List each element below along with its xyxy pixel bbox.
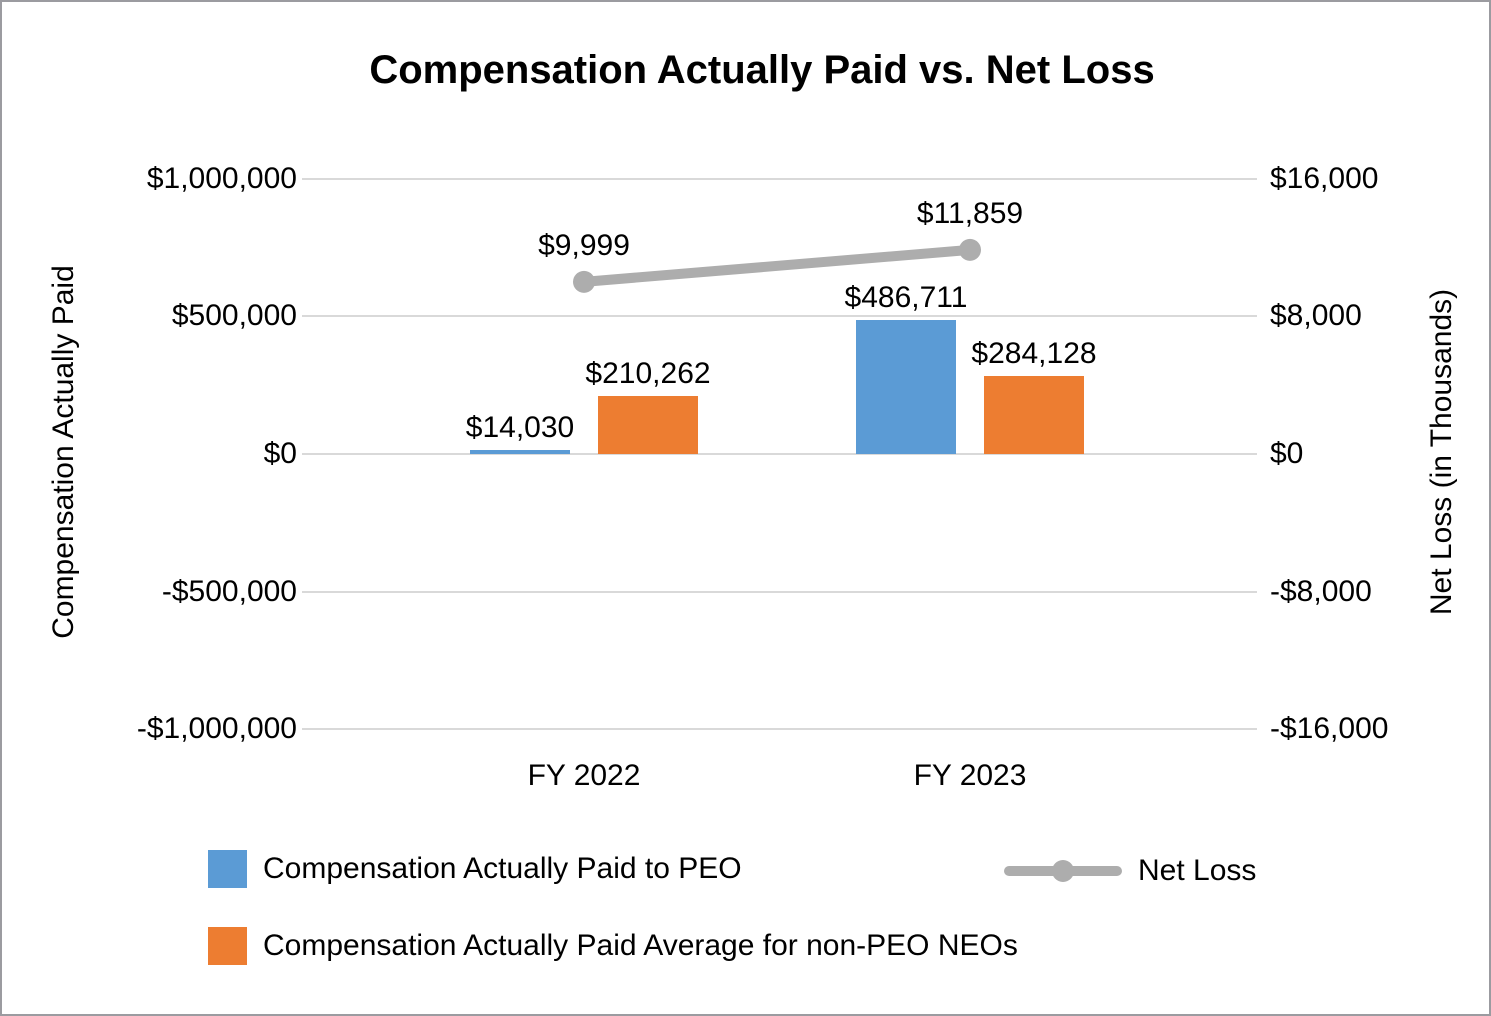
legend-label-net-loss: Net Loss [1138, 854, 1257, 887]
net-loss-marker [959, 238, 981, 261]
right-axis-tick-label: $0 [1270, 437, 1304, 470]
right-axis-tick-label: -$16,000 [1270, 712, 1389, 746]
gridline [302, 315, 1257, 318]
line-data-label: $9,999 [538, 228, 630, 262]
legend-item-cap-non-peo: Compensation Actually Paid Average for n… [208, 927, 1018, 965]
x-axis-label: FY 2022 [527, 759, 641, 792]
gridline [302, 728, 1257, 731]
bar-data-label: $284,128 [971, 337, 1097, 370]
legend-item-cap-peo: Compensation Actually Paid to PEO [208, 850, 742, 888]
legend-item-net-loss: Net Loss [1004, 852, 1256, 890]
gridline [302, 590, 1257, 593]
left-axis-tick-label: $1,000,000 [146, 161, 297, 195]
bar-non-peo [598, 396, 698, 454]
bar-data-label: $486,711 [844, 281, 968, 314]
left-axis-title: Compensation Actually Paid [47, 265, 80, 639]
chart-title: Compensation Actually Paid vs. Net Loss [369, 48, 1155, 92]
legend-label-cap-non-peo: Compensation Actually Paid Average for n… [263, 929, 1018, 962]
gridline [302, 453, 1257, 455]
legend-line-marker-icon [1004, 860, 1122, 882]
x-axis-label: FY 2023 [913, 759, 1027, 792]
line-data-label: $11,859 [916, 196, 1024, 230]
legend-swatch-blue [208, 850, 247, 888]
legend-label-cap-peo: Compensation Actually Paid to PEO [263, 852, 742, 885]
bar-non-peo [984, 376, 1084, 454]
right-axis-tick-label: -$8,000 [1270, 574, 1372, 608]
bar-data-label: $14,030 [465, 411, 575, 444]
bar-peo [856, 320, 956, 454]
left-axis-tick-label: -$1,000,000 [136, 712, 297, 746]
right-axis-tick-label: $8,000 [1270, 299, 1362, 333]
right-axis-tick-label: $16,000 [1270, 161, 1379, 195]
right-axis-title: Net Loss (in Thousands) [1425, 288, 1458, 616]
legend-swatch-orange [208, 927, 247, 965]
net-loss-marker [573, 270, 595, 293]
left-axis-tick-label: $500,000 [171, 299, 297, 333]
left-axis-tick-label: $0 [263, 437, 297, 470]
gridline [302, 177, 1257, 180]
left-axis-tick-label: -$500,000 [161, 574, 297, 608]
bar-peo [470, 450, 570, 454]
bar-data-label: $210,262 [585, 357, 711, 390]
